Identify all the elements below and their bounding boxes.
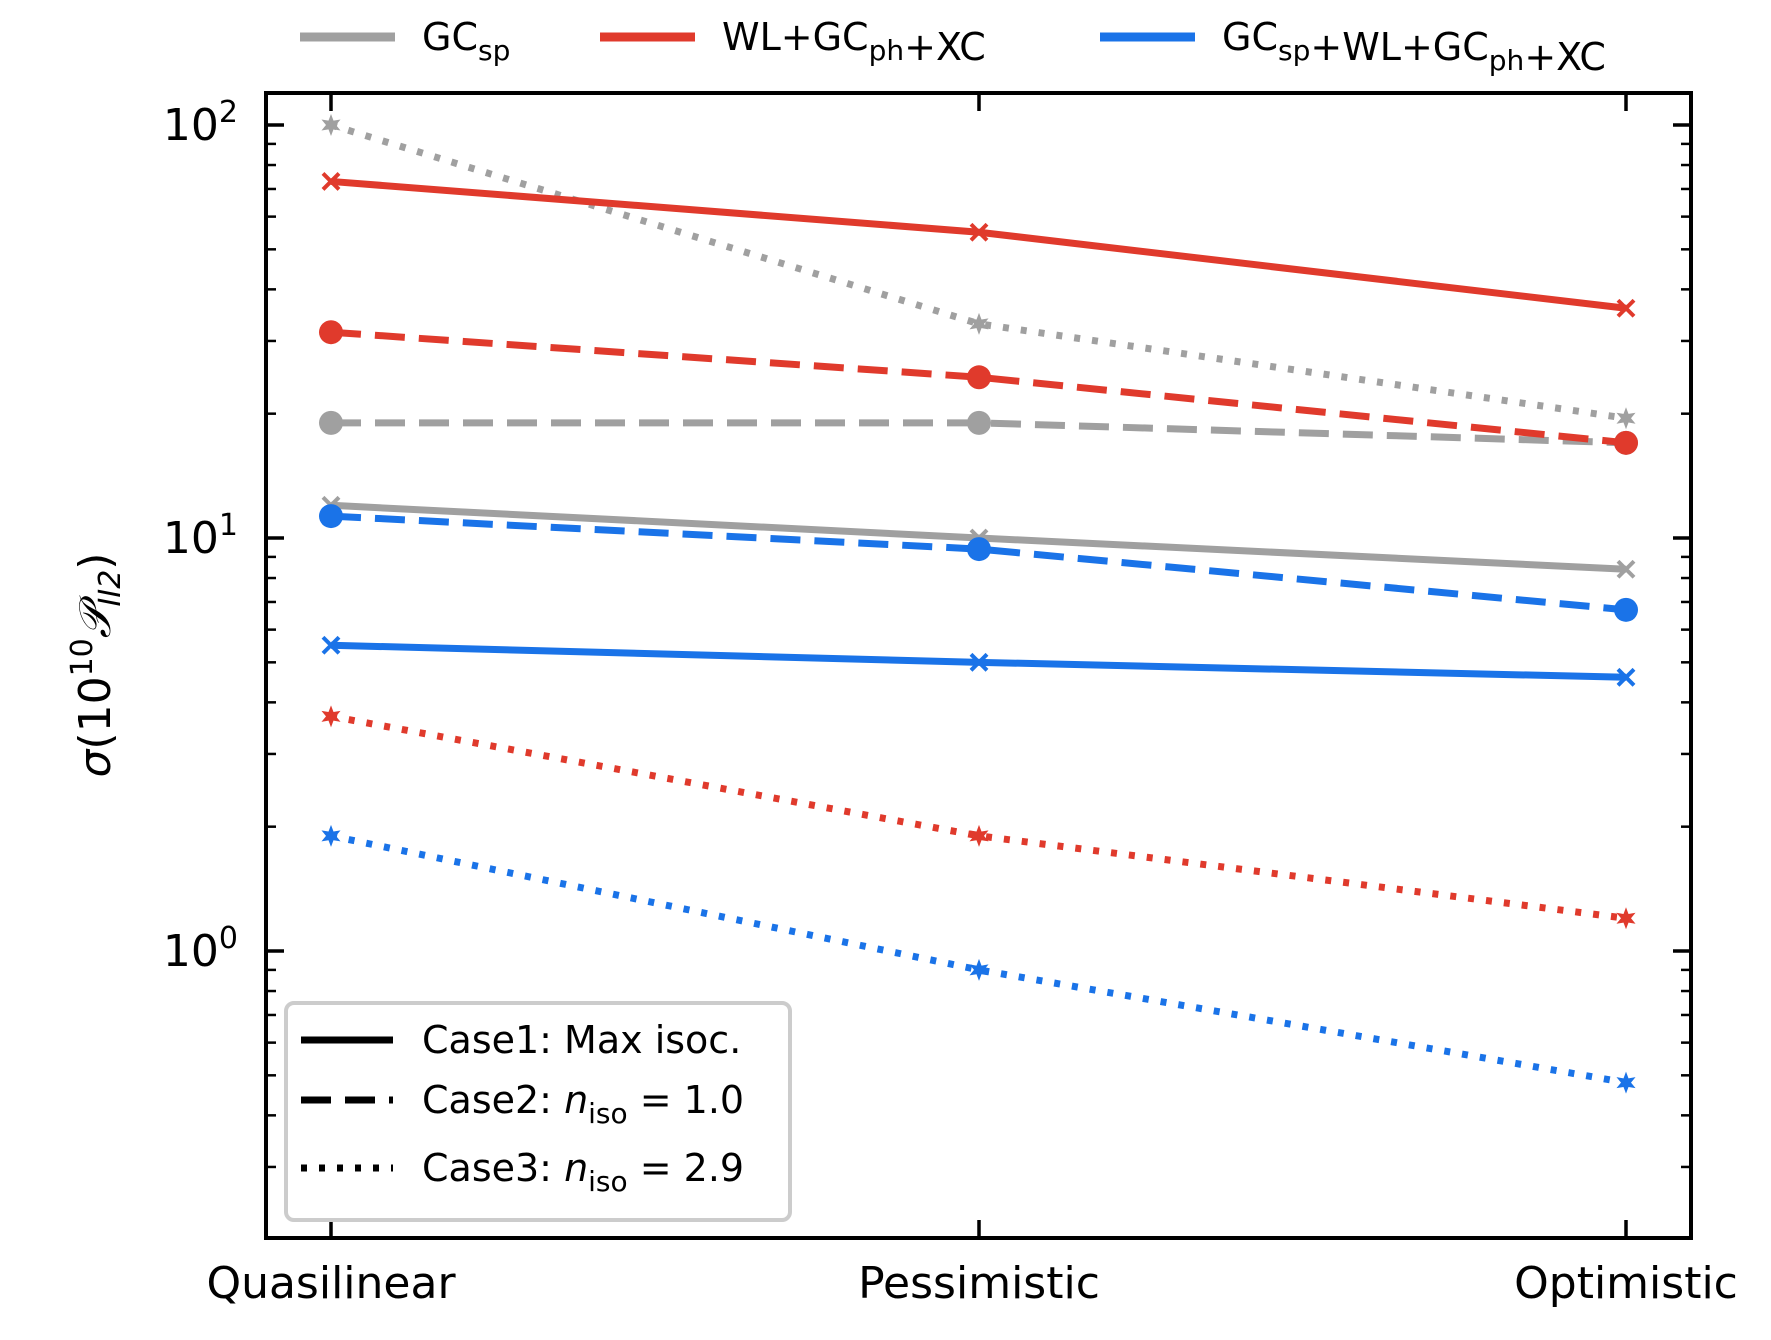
series-line xyxy=(330,512,1627,614)
legend-case-item: Case2: niso = 1.0 xyxy=(301,1078,744,1130)
legend-top-item: GCsp xyxy=(300,15,510,67)
legend-case-label: Case1: Max isoc. xyxy=(422,1018,741,1062)
legend-case-item: Case3: niso = 2.9 xyxy=(301,1146,744,1198)
label-layer: Quasilinear Pessimistic Optimistic 100 101 10… xyxy=(65,95,1738,1309)
data-point-4-1 xyxy=(967,365,991,390)
legend-top-label: GCsp xyxy=(422,15,510,67)
series-line xyxy=(330,177,1627,312)
y-tick-label: 101 xyxy=(163,508,238,564)
series-line xyxy=(331,419,1627,447)
data-point-3-1 xyxy=(969,222,989,242)
y-tick-label: 102 xyxy=(163,95,238,151)
legend-cases: Case1: Max isoc. Case2: niso = 1.0 Case3: … xyxy=(284,1001,792,1222)
series-line xyxy=(330,328,1627,447)
legend-top-label: WL+GCph+XC xyxy=(722,15,986,69)
series-3 xyxy=(321,172,1636,318)
data-point-7-0 xyxy=(319,504,343,529)
legend-top: GCsp WL+GCph+XC GCsp+WL+GCph+XC xyxy=(300,15,1606,79)
data-point-0-2 xyxy=(1616,559,1636,579)
series-7 xyxy=(319,504,1638,622)
data-point-8-1 xyxy=(969,958,989,981)
legend-case-label: Case3: niso = 2.9 xyxy=(422,1146,744,1198)
series-layer xyxy=(319,114,1638,1094)
legend-top-item: GCsp+WL+GCph+XC xyxy=(1100,15,1606,79)
series-6 xyxy=(321,635,1636,687)
legend-case-label: Case2: niso = 1.0 xyxy=(422,1078,744,1130)
series-1 xyxy=(319,410,1638,455)
data-point-8-0 xyxy=(321,824,341,847)
data-point-5-1 xyxy=(969,824,989,847)
data-point-8-2 xyxy=(1616,1071,1636,1094)
data-point-2-0 xyxy=(321,114,341,136)
series-line xyxy=(330,832,1627,1087)
data-point-2-1 xyxy=(969,312,989,335)
x-tick-label: Quasilinear xyxy=(206,1258,456,1309)
legend-top-item: WL+GCph+XC xyxy=(600,15,986,69)
data-point-7-1 xyxy=(967,537,991,562)
series-4 xyxy=(319,320,1638,455)
data-point-7-2 xyxy=(1614,597,1638,622)
data-point-6-0 xyxy=(321,635,341,655)
x-tick-label: Pessimistic xyxy=(858,1258,1100,1309)
data-point-6-2 xyxy=(1616,667,1636,687)
data-point-4-2 xyxy=(1614,430,1638,455)
data-point-4-0 xyxy=(319,320,343,345)
legend-cases-box xyxy=(284,1001,792,1222)
y-tick-label: 100 xyxy=(163,921,238,977)
data-point-6-1 xyxy=(969,652,989,672)
y-axis-label: σ(1010𝒫II2) xyxy=(65,553,128,778)
series-2 xyxy=(321,114,1636,430)
x-tick-label: Optimistic xyxy=(1514,1258,1738,1309)
data-point-1-0 xyxy=(319,410,343,435)
data-point-5-2 xyxy=(1616,907,1636,930)
series-8 xyxy=(321,824,1636,1094)
legend-case-item: Case1: Max isoc. xyxy=(301,1018,741,1062)
data-point-5-0 xyxy=(321,705,341,728)
series-line xyxy=(330,712,1627,922)
data-point-2-2 xyxy=(1616,407,1636,430)
data-point-3-2 xyxy=(1616,298,1636,318)
data-point-1-1 xyxy=(967,410,991,435)
legend-top-label: GCsp+WL+GCph+XC xyxy=(1222,15,1606,79)
series-5 xyxy=(321,705,1636,930)
tick-layer xyxy=(266,93,1691,1238)
data-point-3-0 xyxy=(321,172,341,191)
